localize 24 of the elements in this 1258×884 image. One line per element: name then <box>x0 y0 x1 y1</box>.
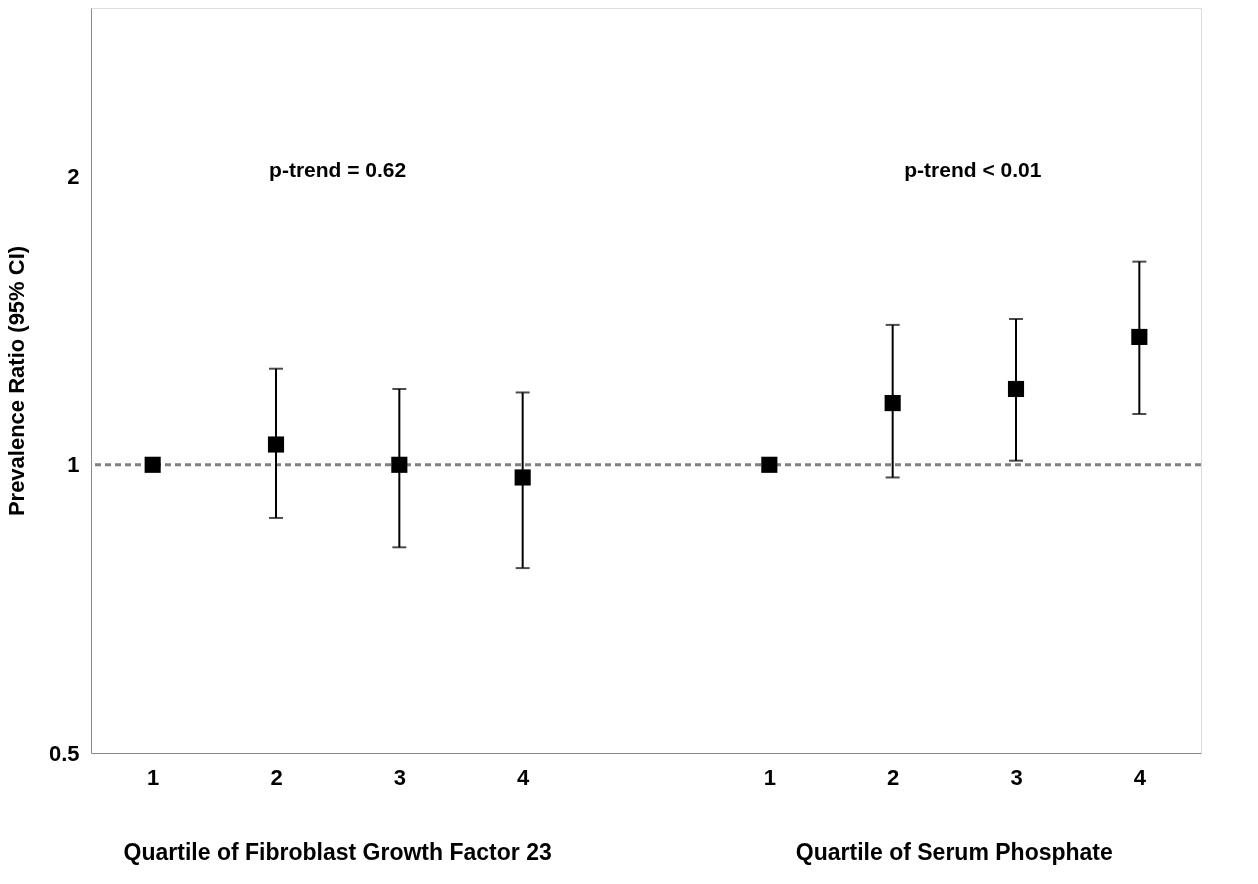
y-tick-label: 0.5 <box>48 740 80 766</box>
x-tick-label: 3 <box>1010 764 1023 790</box>
y-axis-title: Prevalence Ratio (95% CI) <box>3 245 29 517</box>
x-tick-label: 1 <box>763 764 776 790</box>
point <box>761 456 778 473</box>
point <box>884 395 901 412</box>
point <box>267 436 285 453</box>
x-tick-label: 4 <box>1133 764 1147 790</box>
text: Quartile of Serum Phosphate <box>795 839 1113 865</box>
y-tick-label: 2 <box>67 164 80 190</box>
y-tick-label: 1 <box>67 452 80 478</box>
annotation: p-trend = 0.62 <box>269 158 407 181</box>
point <box>514 469 531 486</box>
text: Quartile of Fibroblast Growth Factor 23 <box>123 839 552 865</box>
annotation: p-trend < 0.01 <box>904 158 1042 181</box>
x-tick-label: 3 <box>393 764 406 790</box>
x-tick-label: 2 <box>270 764 283 790</box>
x-tick-label: 1 <box>147 764 160 790</box>
x-tick-label: 2 <box>887 764 900 790</box>
point <box>1007 380 1025 398</box>
point <box>1131 328 1148 346</box>
x-tick-label: 4 <box>517 764 531 790</box>
point <box>391 456 408 473</box>
point <box>144 456 161 473</box>
